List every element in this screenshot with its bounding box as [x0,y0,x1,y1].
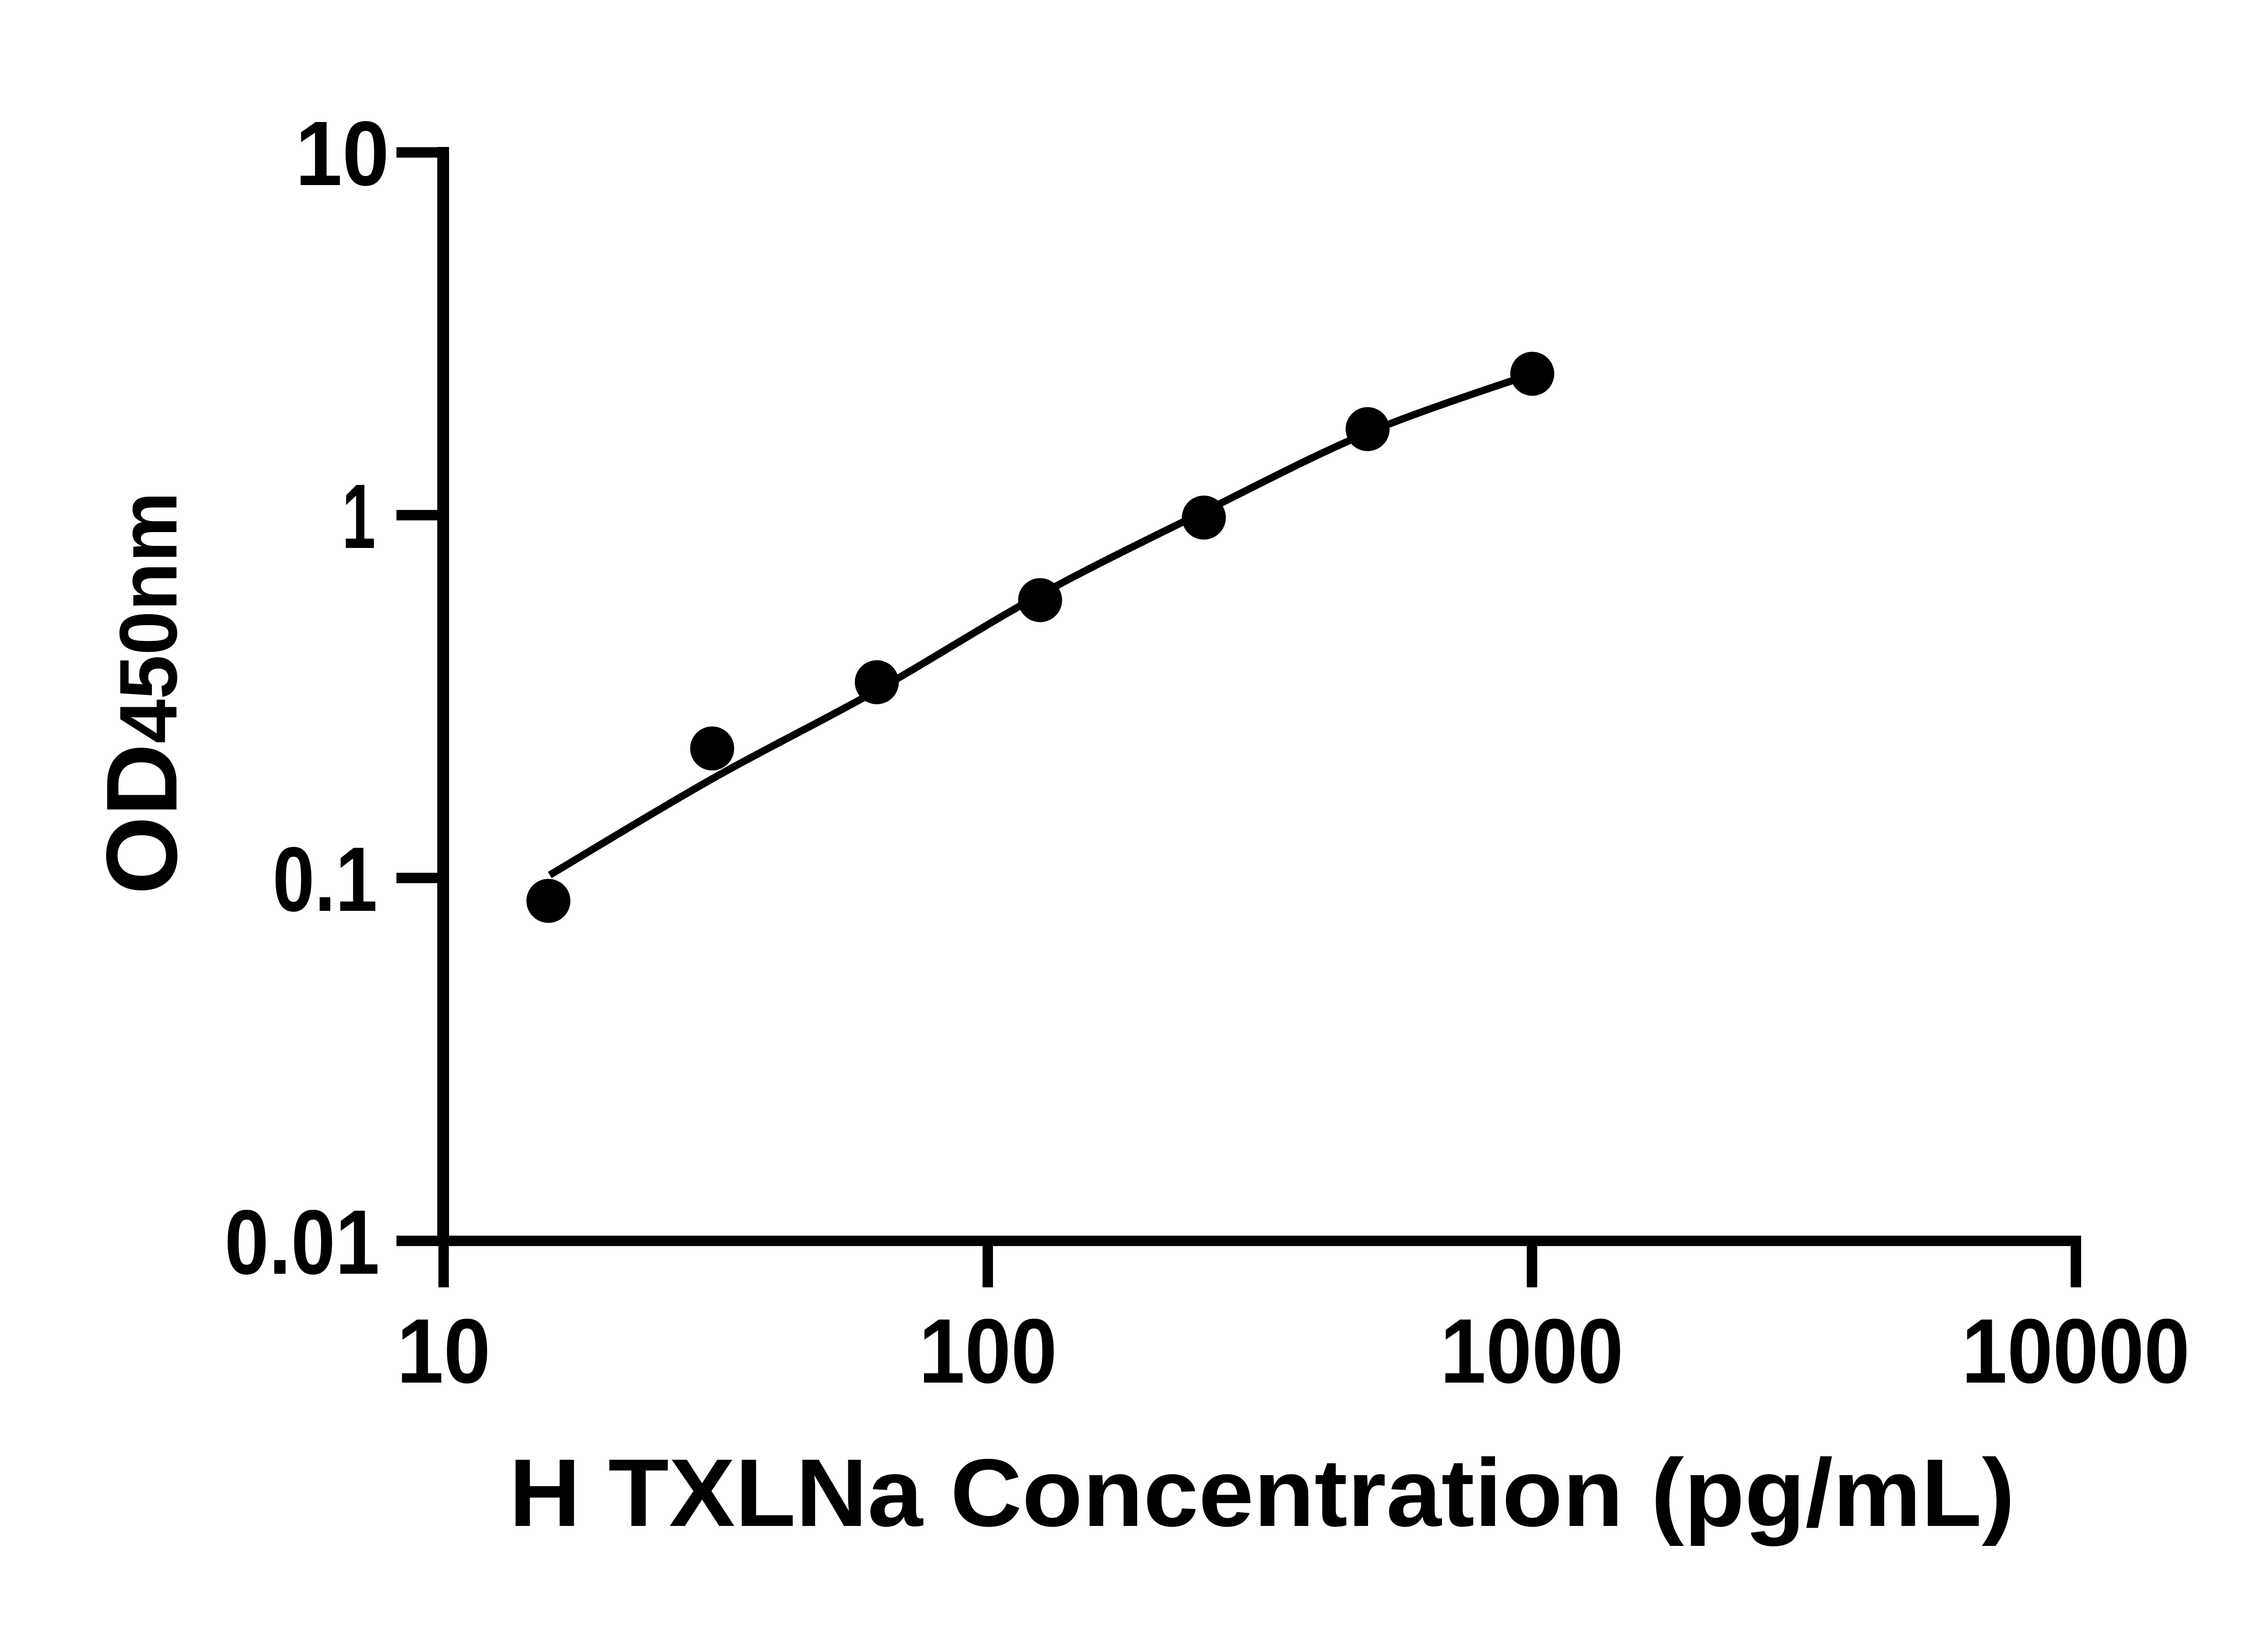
svg-text:0.01: 0.01 [225,1191,380,1293]
svg-text:10000: 10000 [1962,1300,2190,1402]
svg-text:100: 100 [919,1300,1057,1402]
svg-text:1000: 1000 [1440,1300,1623,1402]
svg-text:10: 10 [295,102,389,205]
svg-text:H TXLNa Concentration (pg/mL): H TXLNa Concentration (pg/mL) [509,1439,2015,1546]
svg-text:OD450nm: OD450nm [86,492,198,895]
svg-text:10: 10 [397,1300,491,1402]
svg-text:0.1: 0.1 [273,828,377,930]
svg-text:1: 1 [342,465,376,567]
